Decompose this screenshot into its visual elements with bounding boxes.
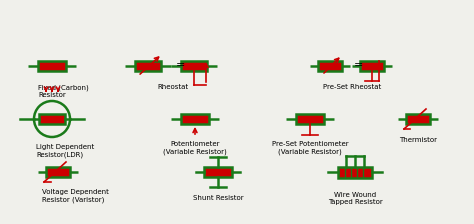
Bar [135, 61, 161, 71]
Bar [204, 167, 232, 177]
Bar [318, 61, 342, 71]
Text: Thermistor: Thermistor [399, 137, 437, 143]
Text: Rheostat: Rheostat [157, 84, 189, 90]
Bar [338, 166, 372, 177]
Bar [39, 114, 65, 124]
Text: Pre-Set Rheostat: Pre-Set Rheostat [323, 84, 381, 90]
Bar [46, 167, 70, 177]
Text: Voltage Dependent
Resistor (Varistor): Voltage Dependent Resistor (Varistor) [42, 189, 109, 202]
Text: Shunt Resistor: Shunt Resistor [193, 195, 243, 201]
Bar [181, 61, 207, 71]
Bar [38, 61, 66, 71]
Text: Pre-Set Potentiometer
(Variable Resistor): Pre-Set Potentiometer (Variable Resistor… [272, 141, 348, 155]
Bar [360, 61, 384, 71]
Text: Potentiometer
(Variable Resistor): Potentiometer (Variable Resistor) [163, 141, 227, 155]
Text: Light Dependent
Resistor(LDR): Light Dependent Resistor(LDR) [36, 144, 94, 157]
Text: =: = [176, 60, 185, 70]
Text: =: = [354, 60, 364, 70]
Bar [296, 114, 324, 124]
Text: Fixed (Carbon)
Resistor: Fixed (Carbon) Resistor [38, 84, 89, 97]
Text: Wire Wound
Tapped Resistor: Wire Wound Tapped Resistor [328, 192, 383, 205]
Bar [406, 114, 430, 124]
Bar [181, 114, 209, 124]
